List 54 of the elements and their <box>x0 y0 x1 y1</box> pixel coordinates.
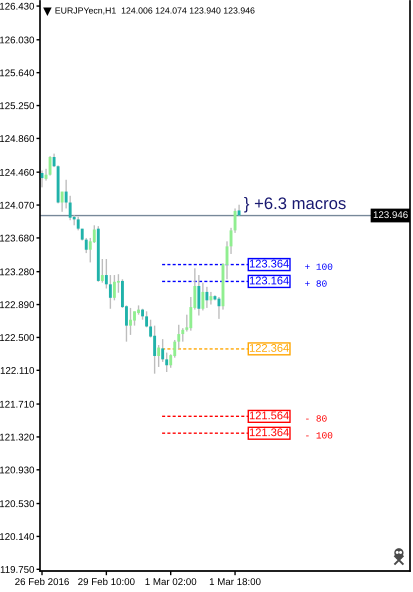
y-tick-label: 124.460 <box>0 168 34 176</box>
y-tick-label: 126.430 <box>0 2 34 10</box>
y-tick-label: 121.320 <box>0 434 34 441</box>
candlestick <box>44 168 48 182</box>
y-tick-label: 123.280 <box>0 268 34 276</box>
candlestick <box>209 291 212 306</box>
candlestick <box>161 338 164 363</box>
y-tick-label: 122.110 <box>0 367 34 374</box>
y-tick-label: 120.930 <box>0 466 34 474</box>
x-tick-label: 29 Feb 10:00 <box>78 578 135 586</box>
x-tick-label: 1 Mar 02:00 <box>146 578 196 586</box>
y-tick-label: 126.030 <box>0 36 34 44</box>
y-tick-label: 125.640 <box>0 69 34 76</box>
y-tick-label: 120.530 <box>0 500 34 508</box>
candlestick <box>201 282 204 312</box>
candlestick <box>238 204 241 217</box>
y-tick-label: 123.680 <box>0 234 34 242</box>
ref-line-label: 121.564 <box>250 411 289 420</box>
candlestick <box>60 190 64 212</box>
candlestick <box>129 307 132 336</box>
text: + 100 <box>305 263 332 270</box>
text: - 80 <box>306 415 327 422</box>
y-tick-label: 125.250 <box>0 102 34 110</box>
text: - 100 <box>306 432 332 439</box>
x-tick-label: 1 Mar 18:00 <box>210 578 261 586</box>
text: } +6.3 macros <box>244 196 346 212</box>
ref-line-label: 123.364 <box>250 260 289 268</box>
candlestick <box>218 296 220 320</box>
y-tick-label: 122.500 <box>0 334 34 342</box>
candlestick <box>197 274 200 316</box>
y-tick-label: 122.890 <box>0 301 34 308</box>
x-tick-label: 26 Feb 2016 <box>15 578 69 586</box>
text: + 80 <box>305 280 327 287</box>
y-tick-label: 121.710 <box>0 400 34 408</box>
candlestick <box>141 308 144 320</box>
candlestick <box>100 258 104 284</box>
candlestick <box>157 344 160 368</box>
ref-line-label: 123.946 <box>374 211 408 218</box>
ref-line-label: 121.364 <box>250 428 289 436</box>
candlestick <box>40 170 44 188</box>
ref-line-label: 123.164 <box>250 276 289 284</box>
candlestick <box>108 274 112 310</box>
candlestick <box>133 310 136 326</box>
ref-line-label: 122.364 <box>250 344 289 352</box>
y-tick-label: 124.070 <box>0 202 34 209</box>
candlestick <box>205 286 208 309</box>
candlestick <box>234 208 236 234</box>
candlestick <box>112 274 116 302</box>
text: EURJPYecn,H1 124.006 124.074 123.940 123.946 <box>56 7 255 15</box>
y-tick-label: 124.860 <box>0 135 34 142</box>
candlestick <box>230 227 232 255</box>
candlestick <box>48 155 52 176</box>
y-tick-label: 119.750 <box>0 566 34 573</box>
y-tick-label: 120.140 <box>0 533 34 540</box>
